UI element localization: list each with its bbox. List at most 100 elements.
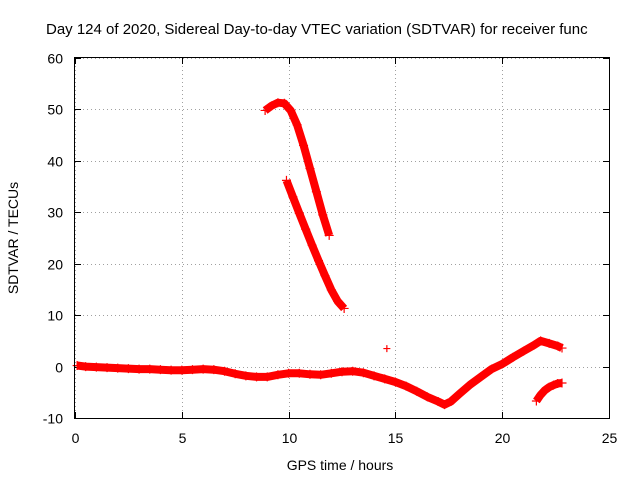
data-point <box>446 397 456 407</box>
data-point <box>544 338 554 348</box>
y-tick-label: 50 <box>47 102 63 118</box>
data-point <box>288 192 298 202</box>
data-point <box>531 396 541 406</box>
data-point <box>301 224 311 234</box>
series-isolated <box>383 345 391 353</box>
data-point <box>390 377 400 387</box>
data-point <box>145 364 155 374</box>
data-point <box>220 366 230 376</box>
plot-frame <box>74 57 610 419</box>
data-point <box>262 372 272 382</box>
series-main <box>72 336 567 410</box>
data-point <box>440 400 450 410</box>
data-point <box>544 382 554 392</box>
data-point <box>380 374 390 384</box>
data-point <box>326 285 336 295</box>
x-axis-title: GPS time / hours <box>287 457 394 473</box>
x-tick-labels: 0 5 10 15 20 25 <box>72 430 618 446</box>
data-point <box>324 230 334 240</box>
series-upper-arc <box>260 98 334 240</box>
x-tick-label: 5 <box>179 430 187 446</box>
data-point <box>476 372 486 382</box>
data-point <box>187 365 197 375</box>
data-point <box>305 164 315 174</box>
chart-title: Day 124 of 2020, Sidereal Day-to-day VTE… <box>46 21 588 38</box>
y-tick-label: 0 <box>55 360 63 376</box>
data-point <box>155 365 165 375</box>
y-tick-label: 10 <box>47 308 63 324</box>
data-point <box>273 370 283 380</box>
data-point <box>286 105 296 115</box>
data-point <box>401 381 411 391</box>
data-point <box>281 175 291 185</box>
data-point <box>294 368 304 378</box>
data-point <box>113 363 123 373</box>
data-point <box>198 364 208 374</box>
data-point <box>519 346 529 356</box>
data-point <box>536 336 546 346</box>
data-points <box>72 98 567 410</box>
y-axis-title: SDTVAR / TECUs <box>5 182 21 294</box>
data-point <box>320 271 330 281</box>
data-point <box>292 120 302 130</box>
series-lower-line <box>281 175 349 313</box>
data-point <box>284 368 294 378</box>
data-point <box>299 140 309 150</box>
data-point <box>339 303 349 313</box>
data-point <box>123 364 133 374</box>
y-tick-label: -10 <box>43 411 63 427</box>
data-point <box>81 362 91 372</box>
data-point <box>557 343 567 353</box>
y-tick-label: 30 <box>47 205 63 221</box>
x-tick-label: 25 <box>602 430 618 446</box>
data-point <box>318 210 328 220</box>
data-point <box>553 341 563 351</box>
data-point <box>497 359 507 369</box>
x-tick-label: 10 <box>282 430 298 446</box>
data-point <box>529 340 539 350</box>
data-point <box>454 389 464 399</box>
data-point <box>536 390 546 400</box>
data-point <box>241 371 251 381</box>
data-point <box>267 101 277 111</box>
data-point <box>383 345 391 353</box>
data-point <box>177 365 187 375</box>
x-tick-label: 20 <box>495 430 511 446</box>
data-point <box>314 256 324 266</box>
series-band <box>282 178 348 312</box>
data-point <box>209 365 219 375</box>
data-point <box>433 397 443 407</box>
data-point <box>166 365 176 375</box>
data-point <box>337 367 347 377</box>
data-point <box>260 105 270 115</box>
data-point <box>348 366 358 376</box>
data-point <box>134 364 144 374</box>
data-point <box>508 352 518 362</box>
data-point <box>326 368 336 378</box>
x-tick-label: 15 <box>388 430 404 446</box>
data-point <box>333 296 343 306</box>
data-point <box>252 372 262 382</box>
data-point <box>307 240 317 250</box>
x-tick-label: 0 <box>72 430 80 446</box>
data-point <box>294 208 304 218</box>
data-point <box>487 364 497 374</box>
data-point <box>369 371 379 381</box>
data-point <box>279 98 289 108</box>
data-point <box>548 380 558 390</box>
data-point <box>311 187 321 197</box>
data-point <box>316 370 326 380</box>
data-point <box>465 380 475 390</box>
series-late-segment <box>531 378 567 406</box>
y-tick-labels: -10 0 10 20 30 40 50 60 <box>43 51 63 427</box>
data-point <box>91 362 101 372</box>
data-point <box>305 369 315 379</box>
data-point <box>412 386 422 396</box>
data-point <box>557 378 567 388</box>
data-point <box>422 392 432 402</box>
y-tick-label: 40 <box>47 154 63 170</box>
data-point <box>358 368 368 378</box>
data-point <box>230 369 240 379</box>
